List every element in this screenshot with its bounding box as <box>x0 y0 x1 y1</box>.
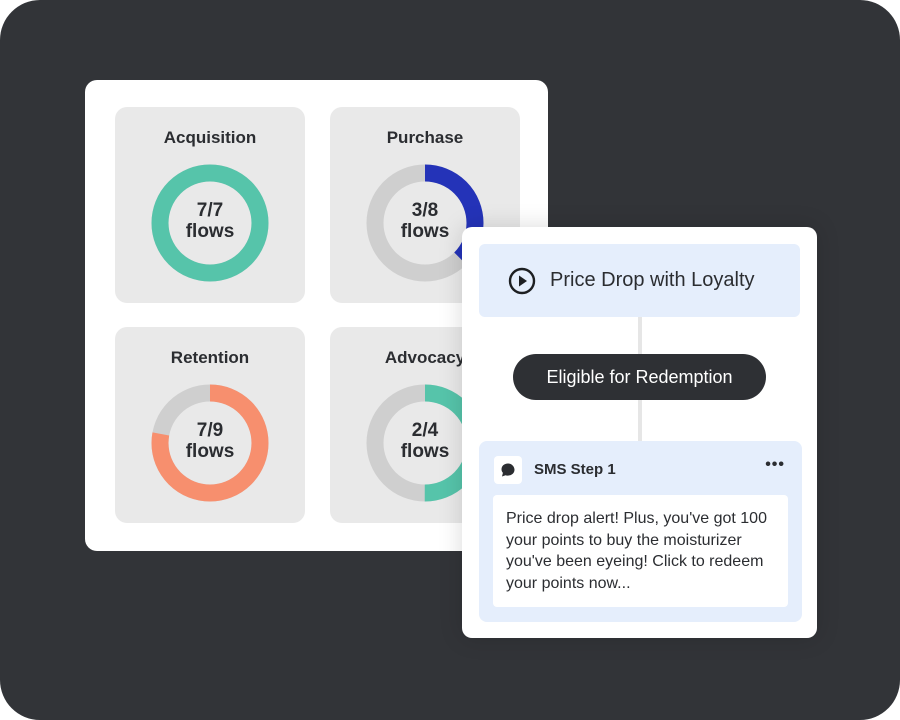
condition-pill[interactable]: Eligible for Redemption <box>513 354 766 400</box>
donut-acquisition <box>151 164 269 282</box>
sms-step[interactable]: SMS Step 1 ••• Price drop alert! Plus, y… <box>479 441 802 622</box>
stage-unit: flows <box>185 221 235 242</box>
stage-fraction: 7/9 <box>196 420 224 441</box>
sms-step-title: SMS Step 1 <box>534 461 616 478</box>
donut-retention <box>151 384 269 502</box>
stage-unit: flows <box>400 221 450 242</box>
stage-unit: flows <box>185 441 235 462</box>
stage-unit: flows <box>400 441 450 462</box>
stage-title: Purchase <box>386 128 464 147</box>
chat-bubble-icon <box>494 456 522 484</box>
flow-trigger[interactable]: Price Drop with Loyalty <box>479 244 800 317</box>
donut-purchase <box>366 164 484 282</box>
play-icon <box>508 267 536 294</box>
stage-fraction: 3/8 <box>411 200 439 221</box>
more-options-icon[interactable]: ••• <box>765 456 785 473</box>
stage-title: Advocacy <box>384 348 466 367</box>
donut-progress <box>366 164 484 282</box>
donut-progress <box>151 384 269 502</box>
donut-progress <box>151 164 269 282</box>
sms-message: Price drop alert! Plus, you've got 100 y… <box>493 495 788 607</box>
stage-title: Acquisition <box>163 128 257 147</box>
flow-card: Price Drop with Loyalty Eligible for Red… <box>462 227 817 638</box>
stage-fraction: 2/4 <box>411 420 439 441</box>
stage-title: Retention <box>170 348 250 367</box>
stage-card-retention[interactable]: Retention 7/9 flows <box>115 327 305 523</box>
stage-fraction: 7/7 <box>196 200 224 221</box>
stage-card-acquisition[interactable]: Acquisition 7/7 flows <box>115 107 305 303</box>
trigger-label: Price Drop with Loyalty <box>550 269 755 291</box>
